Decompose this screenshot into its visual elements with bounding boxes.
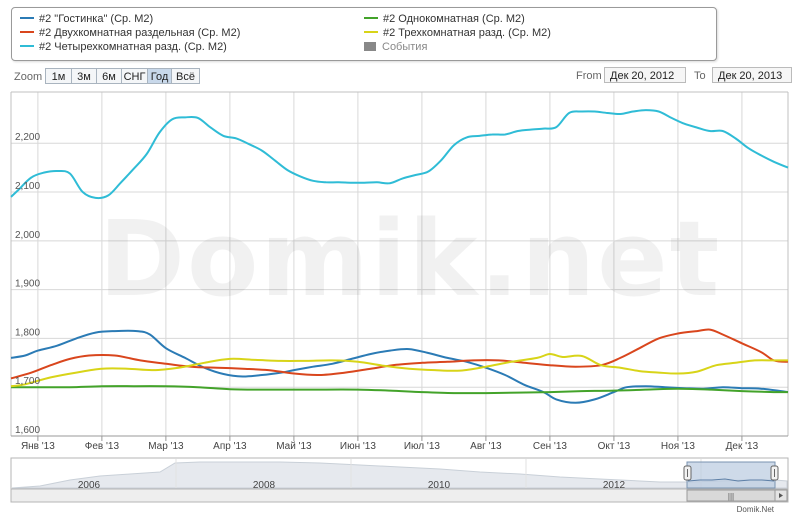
y-tick-label: 1,900: [15, 279, 40, 290]
zoom-button-all[interactable]: Всё: [171, 68, 200, 84]
y-tick-label: 1,700: [15, 376, 40, 387]
vertical-gridlines: [37, 92, 743, 436]
from-date-input[interactable]: Дек 20, 2012: [604, 67, 686, 83]
x-axis-labels: Янв '13 Фев '13 Мар '13 Апр '13 Май '13 Июн '…: [21, 436, 759, 452]
legend-label: #2 Однокомнатная (Ср. М2): [383, 13, 525, 25]
zoom-button-3m[interactable]: 3м: [71, 68, 97, 84]
x-tick-label: Дек '13: [726, 441, 759, 452]
x-tick-label: Окт '13: [598, 441, 631, 452]
x-tick-label: Июн '13: [340, 441, 376, 452]
legend-label: #2 Трехкомнатная разд. (Ср. М2): [383, 27, 551, 39]
legend-item-events[interactable]: События: [364, 41, 427, 53]
legend-label: #2 "Гостинка" (Ср. М2): [39, 13, 154, 25]
legend-line-swatch: [364, 31, 378, 34]
navigator-tick-label: 2010: [428, 480, 451, 491]
zoom-button-sng[interactable]: СНГ: [121, 68, 148, 84]
legend-item-one-room[interactable]: #2 Однокомнатная (Ср. М2): [364, 13, 525, 25]
y-axis-labels: 1,600 1,700 1,800 1,900 2,000 2,100 2,200: [15, 132, 40, 436]
x-tick-label: Апр '13: [213, 441, 247, 452]
y-tick-label: 2,000: [15, 230, 40, 241]
chevron-right-icon: [779, 493, 783, 498]
navigator-tick-label: 2006: [78, 480, 101, 491]
legend-item-two-room[interactable]: #2 Двухкомнатная раздельная (Ср. М2): [20, 27, 240, 39]
navigator-selection-series: [687, 478, 775, 482]
range-selector: Zoom 1м 3м 6м СНГ Год Всё From Дек 20, 2…: [0, 66, 800, 86]
zoom-button-6m[interactable]: 6м: [96, 68, 122, 84]
to-date-input[interactable]: Дек 20, 2013: [712, 67, 792, 83]
series-layer: [10, 109, 789, 404]
navigator-scrollbar-track[interactable]: [10, 488, 789, 503]
legend-label: События: [382, 41, 428, 53]
y-tick-label: 2,200: [15, 132, 40, 143]
credit-link[interactable]: Domik.Net: [736, 505, 774, 514]
horizontal-gridlines: [11, 142, 788, 437]
navigator-tick-label: 2012: [603, 480, 626, 491]
navigator-selection[interactable]: [686, 461, 776, 489]
legend-line-swatch: [20, 31, 34, 34]
legend-line-swatch: [20, 45, 34, 48]
series-line-1[interactable]: [11, 385, 789, 395]
legend: #2 "Гостинка" (Ср. М2) #2 Однокомнатная …: [11, 7, 717, 61]
series-line-3[interactable]: [10, 352, 788, 388]
y-tick-label: 1,600: [15, 425, 40, 436]
legend-item-three-room[interactable]: #2 Трехкомнатная разд. (Ср. М2): [364, 27, 551, 39]
x-tick-label: Сен '13: [533, 441, 568, 452]
x-tick-label: Фев '13: [85, 441, 120, 452]
legend-line-swatch: [20, 17, 34, 20]
zoom-button-year[interactable]: Год: [147, 68, 172, 84]
x-tick-label: Янв '13: [21, 441, 55, 452]
x-tick-label: Мар '13: [148, 441, 184, 452]
from-label: From: [576, 70, 602, 82]
zoom-label: Zoom: [14, 71, 43, 83]
navigator[interactable]: 2006 2008 2010 2012 |||: [10, 457, 789, 503]
series-line-4[interactable]: [10, 109, 789, 200]
to-label: To: [694, 70, 706, 82]
legend-label: #2 Двухкомнатная раздельная (Ср. М2): [39, 27, 241, 39]
x-tick-label: Ноя '13: [661, 441, 695, 452]
x-tick-label: Авг '13: [470, 441, 502, 452]
legend-item-gostinka[interactable]: #2 "Гостинка" (Ср. М2): [20, 13, 153, 25]
legend-item-four-room[interactable]: #2 Четырехкомнатная разд. (Ср. М2): [20, 41, 227, 53]
series-line-0[interactable]: [10, 329, 789, 404]
y-tick-label: 1,800: [15, 327, 40, 338]
zoom-button-1m[interactable]: 1м: [45, 68, 72, 84]
navigator-tick-label: 2008: [253, 480, 276, 491]
x-tick-label: Июл '13: [404, 441, 441, 452]
x-tick-label: Май '13: [276, 441, 312, 452]
y-tick-label: 2,100: [15, 181, 40, 192]
series-line-2[interactable]: [10, 328, 789, 380]
legend-box-swatch: [364, 41, 376, 51]
legend-line-swatch: [364, 17, 378, 20]
legend-label: #2 Четырехкомнатная разд. (Ср. М2): [39, 41, 227, 53]
navigator-scrollbar-grip: |||: [728, 492, 734, 501]
